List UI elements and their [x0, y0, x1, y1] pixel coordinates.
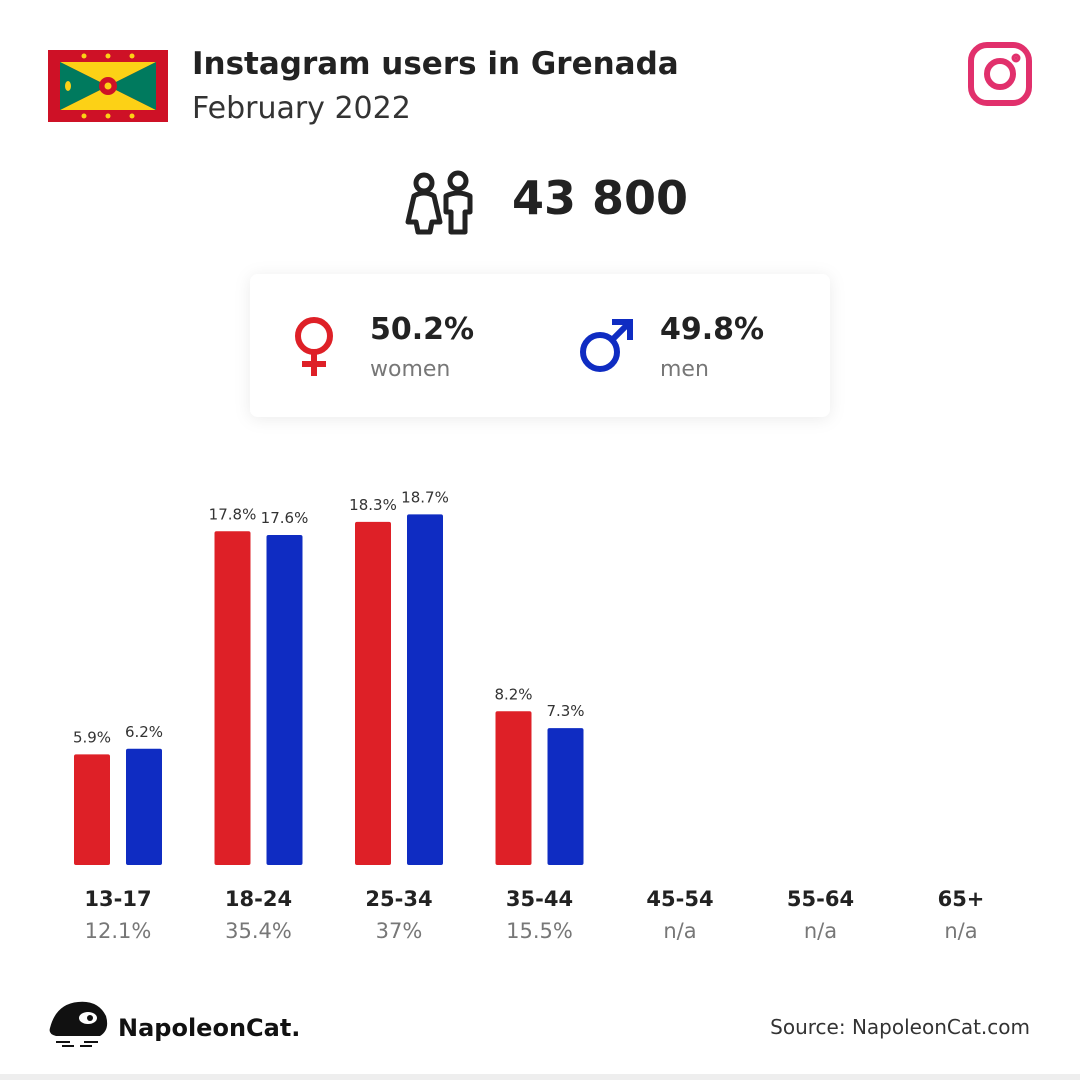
instagram-icon — [968, 42, 1032, 106]
category-total: 15.5% — [506, 919, 573, 943]
women-label: women — [370, 357, 450, 382]
category-total: 12.1% — [85, 919, 152, 943]
category-total: n/a — [944, 919, 977, 943]
category-total: n/a — [804, 919, 837, 943]
bar — [266, 535, 303, 865]
male-symbol — [580, 319, 633, 372]
flag — [48, 50, 168, 122]
value-label: 18.7% — [401, 488, 449, 506]
total-users: 43 800 — [512, 171, 688, 225]
value-label: 18.3% — [349, 496, 397, 514]
value-label: 8.2% — [494, 685, 532, 703]
category-label: 55-64 — [787, 887, 854, 911]
value-label: 17.8% — [209, 505, 257, 523]
bar — [355, 521, 391, 865]
napoleoncat-logo — [49, 1001, 108, 1047]
category-label: 13-17 — [84, 887, 151, 911]
title: Instagram users in Grenada — [192, 46, 679, 82]
source: Source: NapoleonCat.com — [770, 1015, 1030, 1039]
category-total: 35.4% — [225, 919, 292, 943]
brand: NapoleonCat. — [118, 1014, 300, 1042]
category-label: 18-24 — [225, 887, 292, 911]
subtitle: February 2022 — [192, 91, 411, 126]
category-label: 25-34 — [365, 887, 432, 911]
men-share: 49.8% — [660, 312, 764, 347]
category-total: 37% — [376, 919, 423, 943]
bar — [547, 728, 584, 865]
bar — [407, 514, 443, 865]
gender-card — [250, 274, 830, 417]
female-symbol — [295, 317, 333, 376]
bar — [495, 711, 532, 865]
value-label: 5.9% — [73, 728, 111, 746]
bottom-strip — [0, 1074, 1080, 1080]
category-label: 35-44 — [506, 887, 573, 911]
bar — [74, 754, 110, 865]
bar — [214, 531, 251, 865]
men-label: men — [660, 357, 709, 382]
value-label: 17.6% — [261, 509, 309, 527]
category-label: 45-54 — [646, 887, 713, 911]
category-total: n/a — [663, 919, 696, 943]
value-label: 6.2% — [125, 723, 163, 741]
category-label: 65+ — [938, 887, 985, 911]
women-share: 50.2% — [370, 312, 474, 347]
value-label: 7.3% — [546, 702, 584, 720]
bar — [126, 748, 162, 865]
people-icon — [405, 170, 473, 235]
